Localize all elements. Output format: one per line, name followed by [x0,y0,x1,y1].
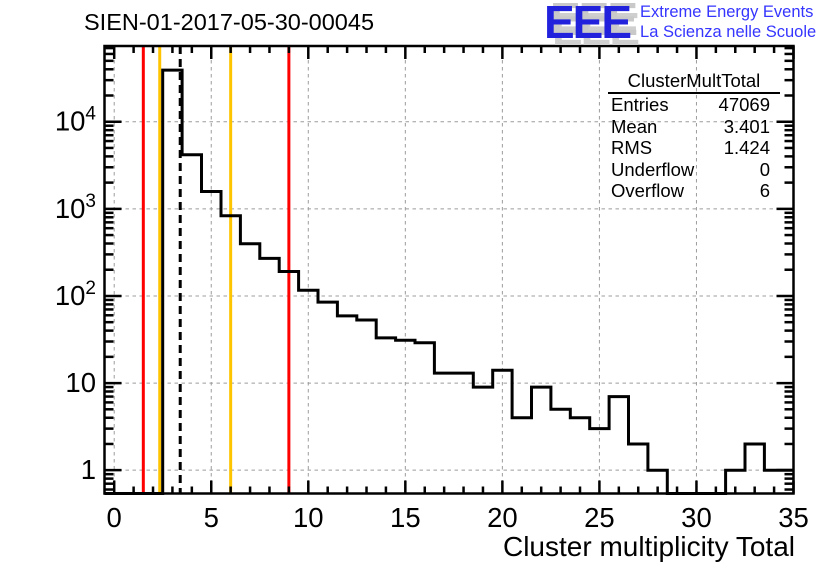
stats-row: Entries 47069 [598,94,794,116]
stats-row: Underflow 0 [598,159,794,181]
marker-lines [141,46,291,494]
x-tick-label: 25 [584,502,615,533]
stats-title: ClusterMultTotal [608,70,780,94]
y-tick-label: 1 [81,454,96,485]
x-tick-label: 15 [390,502,421,533]
stats-row: Mean 3.401 [598,116,794,138]
x-tick-label: 10 [293,502,324,533]
eee-logo-line2: La Scienza nelle Scuole [640,23,817,41]
x-tick-label: 20 [487,502,518,533]
plot-frame [103,44,795,495]
x-tick-label: 5 [204,502,219,533]
stats-row-label: Overflow [611,180,684,202]
histogram-line [104,68,794,495]
stats-row-value: 1.424 [723,137,770,159]
eee-logo: EEE Extreme Energy Events La Scienza nel… [544,0,816,48]
stats-row-value: 47069 [718,94,770,115]
y-tick-label: 10 [65,367,96,398]
stats-row-value: 0 [759,158,770,180]
stats-row: RMS 1.424 [598,137,794,159]
plot-title: SIEN-01-2017-05-30-00045 [84,9,375,35]
y-tick-label: 102 [55,278,96,311]
stats-row-label: RMS [611,137,653,159]
x-tick-label: 30 [681,502,712,533]
stats-box: ClusterMultTotal Entries 47069 Mean 3.40… [598,70,794,202]
stats-row-label: Mean [611,115,658,137]
eee-logo-text: Extreme Energy Events La Scienza nelle S… [640,2,816,42]
stats-row-value: 3.401 [723,115,770,137]
stats-row-value: 6 [759,180,770,202]
y-tick-label: 103 [55,191,96,224]
y-tick-labels: 1 10 102 103 104 [55,104,97,485]
stats-row-label: Entries [611,94,669,115]
stats-row: Overflow 6 [598,180,794,202]
axis-ticks [104,46,795,494]
stats-row-label: Underflow [611,158,695,180]
x-axis-title: Cluster multiplicity Total [502,531,795,562]
eee-logo-line1: Extreme Energy Events [640,3,814,21]
x-tick-labels: 0 5 10 15 20 25 30 35 [107,502,809,533]
y-tick-label: 104 [55,104,97,137]
x-tick-label: 0 [107,502,122,533]
x-tick-label: 35 [778,502,809,533]
eee-logo-acronym: EEE [544,0,632,48]
